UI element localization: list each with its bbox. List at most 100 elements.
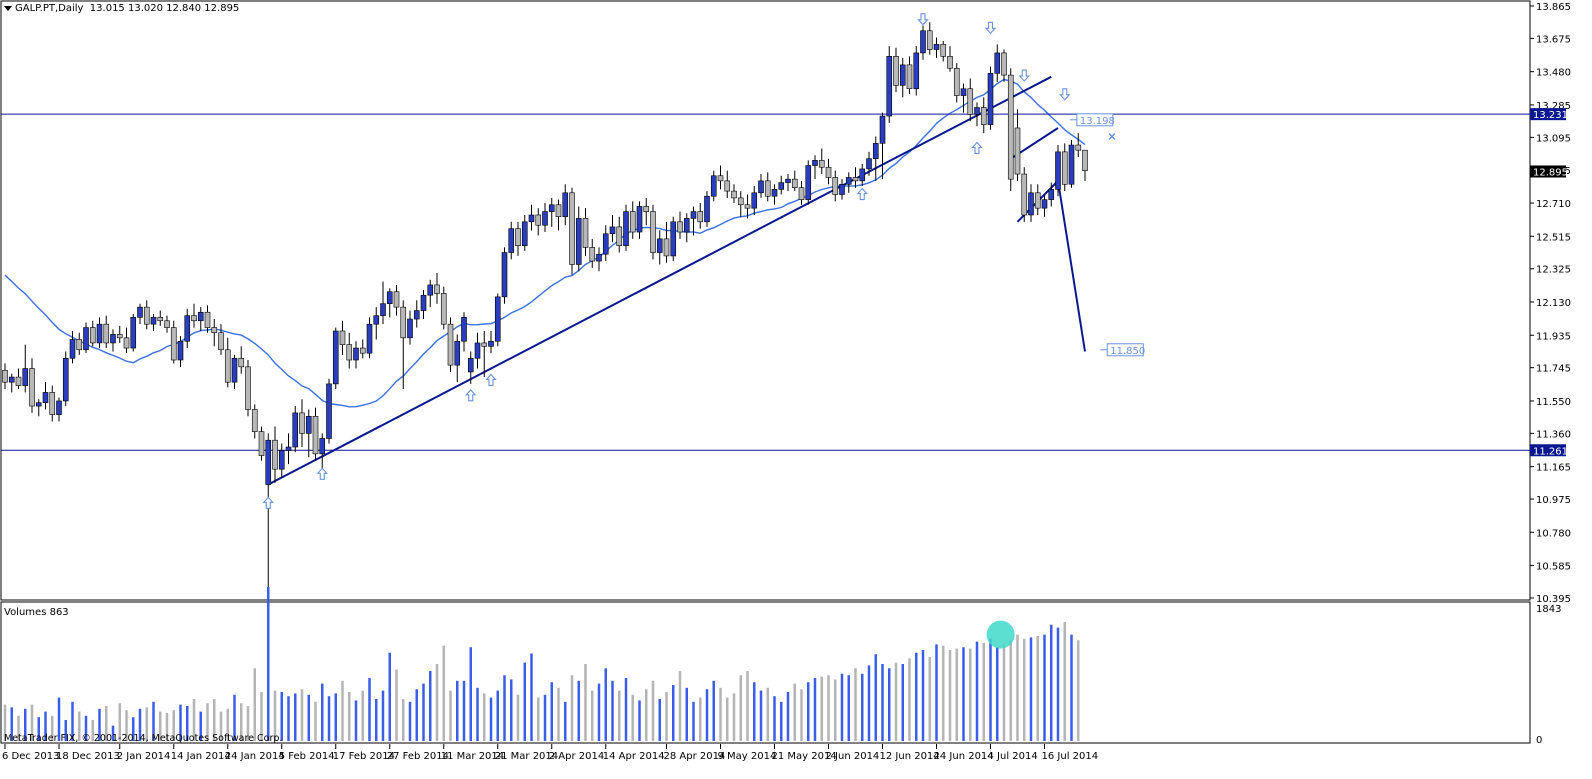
bear-candle (582, 218, 589, 248)
bull-candle (42, 392, 49, 403)
bull-candle (994, 52, 1001, 74)
bear-candle (697, 211, 704, 223)
price-axis-label: 10.585 (1536, 562, 1571, 573)
bull-candle (137, 306, 143, 318)
bull-candle (326, 383, 332, 439)
bull-candle (407, 318, 413, 339)
bear-candle (1075, 144, 1082, 151)
bull-candle (488, 340, 494, 347)
bull-candle (602, 233, 609, 255)
trendline[interactable] (1057, 180, 1086, 352)
bull-candle (130, 317, 137, 349)
bear-candle (2, 369, 8, 383)
up-arrow-icon (971, 141, 983, 155)
bull-candle (859, 168, 866, 182)
date-axis-label: 6 Dec 2013 (2, 751, 60, 762)
bear-candle (926, 30, 933, 50)
date-axis-label: 4 Jul 2014 (988, 751, 1038, 762)
bear-candle (629, 211, 636, 233)
bull-candle (461, 317, 467, 342)
date-axis-label: 21 May 2014 (772, 751, 837, 762)
bear-candle (400, 306, 407, 339)
bull-candle (35, 402, 42, 407)
bear-candle (650, 211, 656, 253)
volume-panel-frame (0, 601, 1531, 744)
up-arrow-icon (465, 389, 477, 402)
bear-candle (258, 431, 265, 456)
projection-label: 13.198 (1080, 116, 1115, 127)
bear-candle (312, 416, 319, 455)
bear-candle (663, 238, 670, 257)
price-axis-label: 13.095 (1536, 133, 1571, 144)
date-axis-label: 9 May 2014 (718, 751, 777, 762)
bull-candle (494, 296, 501, 342)
bear-candle (164, 320, 170, 328)
price-axis-label: 12.325 (1536, 265, 1571, 276)
bear-candle (157, 317, 164, 322)
bull-candle (278, 450, 285, 470)
bull-candle (231, 357, 238, 383)
bull-candle (427, 284, 434, 296)
bear-candle (251, 409, 258, 432)
bull-candle (413, 310, 420, 320)
copyright-text: MetaTrader FIX, © 2001-2014, MetaQuotes … (4, 733, 283, 744)
bear-candle (791, 178, 798, 188)
bear-candle (731, 190, 737, 199)
bull-candle (1048, 189, 1055, 200)
bull-candle (656, 238, 663, 253)
bear-candle (103, 323, 110, 344)
bull-candle (380, 303, 386, 316)
bull-candle (22, 368, 29, 386)
volume-scale-min: 0 (1536, 735, 1542, 746)
date-axis-label: 16 Jul 2014 (1042, 751, 1099, 762)
bear-candle (555, 204, 562, 217)
bull-candle (474, 342, 481, 359)
bull-candle (899, 64, 906, 86)
cross-marker-icon (1108, 132, 1116, 141)
bull-candle (386, 291, 393, 305)
bull-candle (920, 30, 926, 54)
bear-candle (643, 206, 650, 212)
projection-label-box (1106, 343, 1144, 357)
down-arrow-icon (917, 13, 929, 26)
bear-candle (818, 160, 825, 168)
bear-candle (245, 366, 251, 410)
bear-candle (123, 337, 130, 349)
price-axis-label: 11.165 (1536, 463, 1571, 474)
volume-scale-max: 1843 (1536, 604, 1561, 615)
dropdown-triangle-icon[interactable] (4, 5, 12, 11)
bull-candle (812, 160, 818, 166)
bull-candle (609, 226, 616, 235)
date-axis-label: 14 Apr 2014 (603, 751, 665, 762)
bull-candle (150, 317, 157, 325)
bull-candle (353, 347, 359, 361)
bull-candle (285, 446, 292, 451)
trendline[interactable] (267, 75, 1052, 486)
bear-candle (393, 291, 400, 308)
bull-candle (521, 221, 528, 247)
date-axis-label: 2 Jan 2014 (117, 751, 171, 762)
bull-candle (96, 323, 103, 344)
bull-candle (110, 334, 116, 344)
price-axis-label: 13.285 (1536, 101, 1571, 112)
bear-candle (764, 180, 771, 197)
current-price-label: 12.895 (1533, 167, 1568, 178)
bear-candle (224, 349, 231, 383)
bear-candle (218, 332, 224, 351)
bull-candle (319, 438, 326, 455)
date-axis-label: 12 Jun 2014 (880, 751, 940, 762)
price-axis-label: 12.130 (1536, 298, 1571, 309)
bull-candle (332, 330, 339, 385)
bear-candle (798, 187, 805, 200)
bear-candle (940, 44, 947, 57)
volume-highlight-circle (986, 620, 1015, 649)
bull-candle (454, 340, 461, 366)
down-arrow-icon (1018, 69, 1030, 82)
bull-candle (373, 315, 380, 325)
date-axis-label: 2 Apr 2014 (549, 751, 604, 762)
bull-candle (670, 221, 677, 257)
bear-candle (359, 347, 366, 354)
price-axis-label: 13.865 (1536, 2, 1571, 13)
up-arrow-icon (316, 467, 328, 480)
bull-candle (845, 177, 852, 185)
